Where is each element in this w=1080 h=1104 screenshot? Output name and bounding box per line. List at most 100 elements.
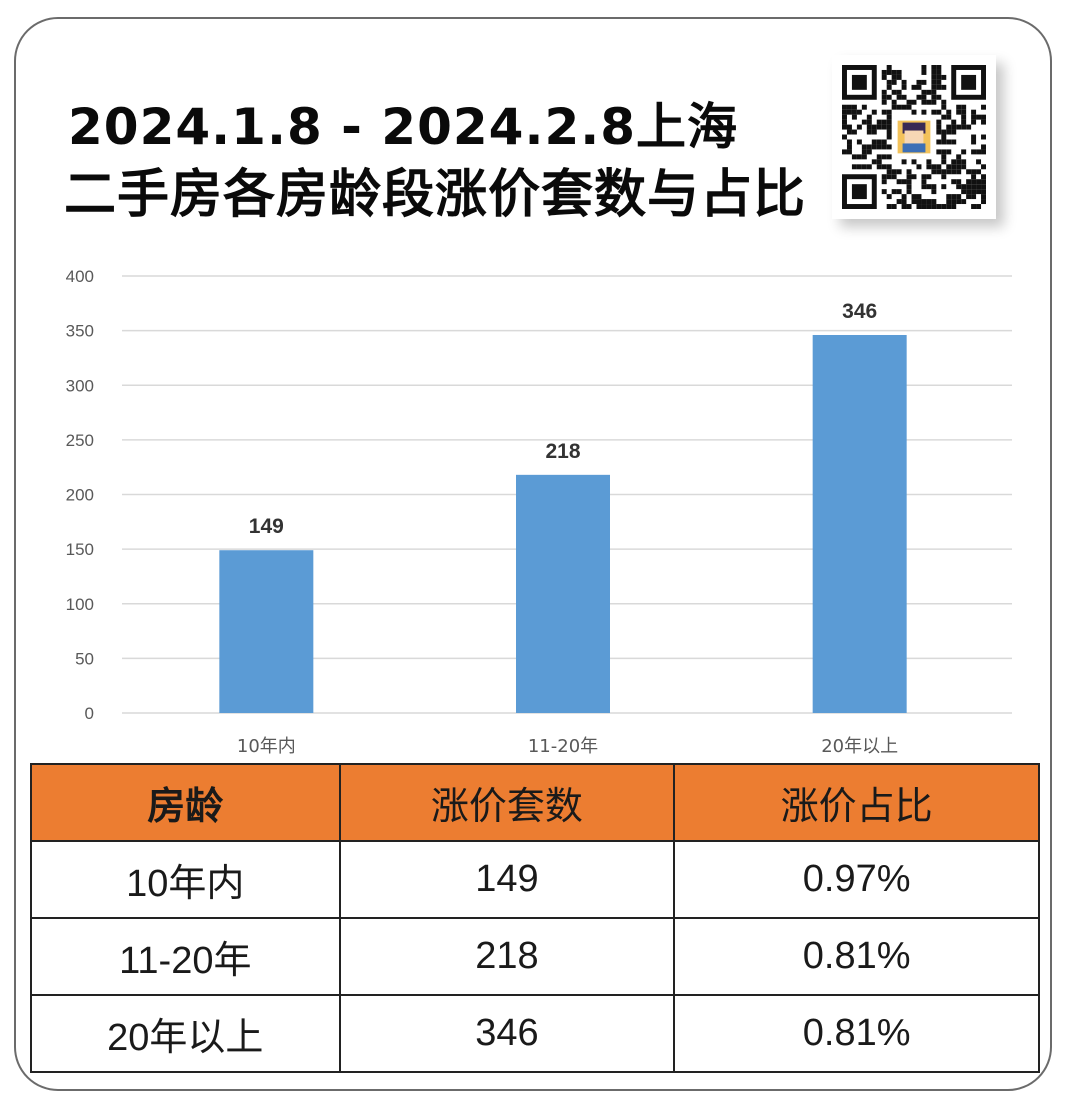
table-header-row: 房龄 涨价套数 涨价占比 bbox=[30, 763, 1040, 842]
qr-module bbox=[946, 109, 952, 115]
qr-module bbox=[906, 174, 912, 180]
qr-module bbox=[976, 149, 982, 155]
qr-module bbox=[891, 204, 897, 209]
qr-module bbox=[931, 204, 937, 209]
qr-module bbox=[956, 159, 962, 165]
qr-module bbox=[901, 179, 907, 185]
qr-module bbox=[886, 169, 892, 175]
qr-module bbox=[971, 134, 977, 140]
qr-module bbox=[851, 129, 857, 135]
qr-module bbox=[931, 164, 937, 170]
qr-module bbox=[931, 65, 937, 70]
qr-module bbox=[951, 129, 957, 135]
qr-module bbox=[931, 74, 937, 80]
qr-module bbox=[886, 129, 892, 135]
qr-module bbox=[861, 154, 867, 160]
qr-module bbox=[881, 74, 887, 80]
qr-module bbox=[971, 149, 977, 155]
qr-module bbox=[926, 174, 932, 180]
qr-module bbox=[961, 189, 967, 195]
qr-module bbox=[946, 194, 952, 200]
qr-module bbox=[866, 164, 872, 170]
qr-module bbox=[856, 139, 862, 145]
qr-module bbox=[921, 184, 927, 190]
qr-module bbox=[881, 124, 887, 130]
title-line-2: 二手房各房龄段涨价套数与占比 bbox=[64, 165, 807, 225]
qr-module bbox=[886, 134, 892, 140]
x-tick-label: 10年内 bbox=[237, 736, 296, 757]
table-row: 10年内 149 0.97% bbox=[30, 840, 1040, 919]
qr-module bbox=[881, 154, 887, 160]
qr-module bbox=[976, 169, 982, 175]
qr-module bbox=[896, 179, 902, 185]
y-tick-label: 150 bbox=[66, 540, 94, 559]
qr-module bbox=[936, 119, 942, 125]
qr-module bbox=[981, 189, 986, 195]
qr-module bbox=[891, 69, 897, 75]
qr-module bbox=[881, 109, 887, 115]
qr-module bbox=[916, 194, 922, 200]
qr-module bbox=[936, 69, 942, 75]
qr-module bbox=[851, 109, 857, 115]
qr-module bbox=[966, 169, 972, 175]
qr-module bbox=[941, 104, 947, 110]
qr-module bbox=[891, 74, 897, 80]
qr-module bbox=[921, 89, 927, 95]
qr-module bbox=[961, 149, 967, 155]
qr-module bbox=[846, 124, 852, 130]
qr-module bbox=[956, 109, 962, 115]
qr-module bbox=[871, 139, 877, 145]
qr-module bbox=[906, 169, 912, 175]
infographic-card: 2024.1.8 - 2024.2.8上海 二手房各房龄段涨价套数与占比 bbox=[14, 17, 1052, 1091]
qr-module bbox=[936, 129, 942, 135]
qr-module bbox=[941, 169, 947, 175]
qr-module bbox=[926, 199, 932, 205]
qr-module bbox=[866, 119, 872, 125]
qr-module bbox=[956, 124, 962, 130]
table-cell-ratio: 0.97% bbox=[673, 840, 1040, 919]
data-table: 房龄 涨价套数 涨价占比 10年内 149 0.97% 11-20年 218 0… bbox=[30, 763, 1040, 1073]
table-row: 11-20年 218 0.81% bbox=[30, 917, 1040, 996]
qr-module bbox=[881, 179, 887, 185]
qr-module bbox=[956, 194, 962, 200]
qr-module bbox=[931, 69, 937, 75]
qr-module bbox=[871, 159, 877, 165]
qr-module bbox=[951, 204, 957, 209]
qr-module bbox=[886, 79, 892, 85]
qr-module bbox=[936, 84, 942, 90]
qr-module bbox=[896, 69, 902, 75]
qr-module bbox=[976, 189, 982, 195]
qr-module bbox=[966, 194, 972, 200]
qr-module bbox=[901, 159, 907, 165]
qr-module bbox=[886, 164, 892, 170]
table-header-age: 房龄 bbox=[30, 763, 341, 842]
qr-code-icon bbox=[832, 55, 996, 219]
qr-module bbox=[901, 79, 907, 85]
qr-module bbox=[861, 104, 867, 110]
qr-module bbox=[886, 65, 892, 70]
qr-module bbox=[961, 119, 967, 125]
qr-module bbox=[842, 114, 847, 120]
qr-module bbox=[951, 199, 957, 205]
qr-module bbox=[861, 119, 867, 125]
data-label: 218 bbox=[545, 440, 580, 463]
qr-module bbox=[842, 119, 847, 125]
data-labels: 149 218 346 bbox=[249, 300, 877, 538]
qr-module bbox=[941, 134, 947, 140]
table-cell-age: 20年以上 bbox=[30, 994, 341, 1073]
qr-module bbox=[891, 99, 897, 105]
qr-module bbox=[981, 194, 986, 200]
qr-module bbox=[891, 79, 897, 85]
avatar-icon bbox=[895, 118, 933, 156]
qr-module bbox=[921, 65, 927, 70]
qr-module bbox=[971, 179, 977, 185]
qr-module bbox=[896, 189, 902, 195]
qr-module bbox=[951, 179, 957, 185]
qr-module bbox=[941, 174, 947, 180]
qr-module bbox=[926, 159, 932, 165]
qr-module bbox=[881, 99, 887, 105]
qr-module bbox=[956, 199, 962, 205]
qr-module bbox=[921, 174, 927, 180]
qr-module bbox=[926, 184, 932, 190]
